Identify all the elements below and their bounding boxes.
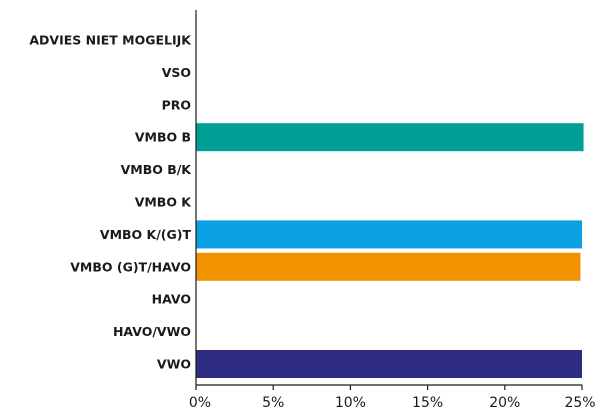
- x-tick-labels: 0% 5% 10% 15% 20% 25%: [189, 395, 596, 411]
- category-label: PRO: [162, 97, 191, 112]
- category-label: VMBO K: [135, 195, 193, 210]
- x-tick-label: 5%: [262, 395, 284, 411]
- x-tick-label: 0%: [189, 395, 211, 411]
- category-label: VMBO (G)T/HAVO: [70, 259, 191, 274]
- bars-group: [196, 123, 584, 378]
- category-label: VMBO B/K: [121, 162, 193, 177]
- category-label: HAVO: [152, 292, 191, 307]
- category-label: VMBO B: [135, 130, 191, 145]
- x-tick-label: 25%: [564, 395, 595, 411]
- category-label: HAVO/VWO: [113, 324, 191, 339]
- x-tick-label: 15%: [412, 395, 443, 411]
- category-label: VMBO K/(G)T: [100, 227, 192, 242]
- category-labels: ADVIES NIET MOGELIJK VSO PRO VMBO B VMBO B/K…: [29, 33, 192, 372]
- bar: [196, 350, 582, 378]
- x-tick-label: 10%: [335, 395, 366, 411]
- bar: [196, 252, 581, 281]
- category-label: VSO: [162, 65, 191, 80]
- bar: [196, 220, 582, 249]
- x-tick-label: 20%: [489, 395, 520, 411]
- category-label: VWO: [157, 357, 191, 372]
- bar: [196, 123, 584, 152]
- category-label: ADVIES NIET MOGELIJK: [29, 33, 192, 48]
- x-tick-marks: [195, 385, 583, 390]
